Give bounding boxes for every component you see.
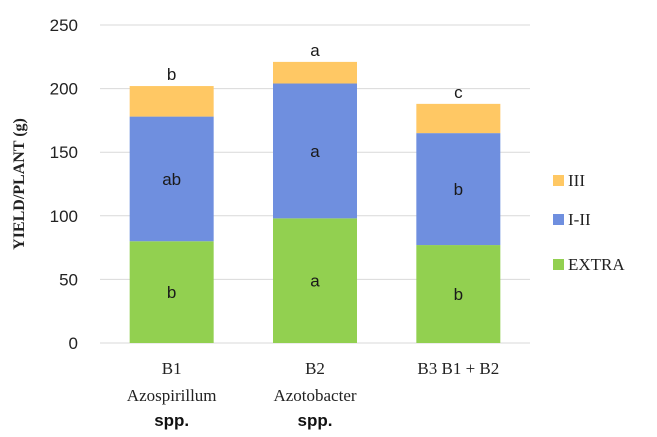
legend-label: III [568,171,585,190]
y-tick-label: 50 [59,270,78,289]
x-category-label: spp. [154,411,189,430]
x-category-label: Azotobacter [273,386,356,405]
bar-segment-i-ii [416,133,501,246]
segment-letter-label: a [310,142,320,161]
y-axis-label: YIELD/PLANT (g) [11,118,28,250]
y-tick-label: 250 [50,16,78,35]
bar-segment-extra [416,245,501,343]
segment-letter-label: b [167,283,176,302]
bar-segment-iii [129,86,214,117]
total-letter-label: c [454,83,463,102]
total-letter-label: a [310,41,320,60]
bar-segment-extra [129,241,214,343]
y-tick-label: 150 [50,143,78,162]
y-tick-label: 200 [50,80,78,99]
legend-label: I-II [568,210,591,229]
y-tick-label: 0 [69,334,78,353]
x-category-label: B3 B1 + B2 [417,359,499,378]
segment-letter-label: b [454,285,463,304]
bar-segment-iii [273,61,357,84]
legend-label: EXTRA [568,255,625,274]
bar-segment-i-ii [129,116,214,242]
bar-segment-extra [273,218,357,343]
segment-letter-label: b [454,180,463,199]
bar-segment-i-ii [273,83,357,219]
legend: III I-II EXTRA [553,171,625,274]
segment-letter-label: a [310,272,320,291]
legend-swatch-iii [553,175,564,186]
x-category-label: B2 [305,359,325,378]
y-tick-label: 100 [50,207,78,226]
total-letter-label: b [167,65,176,84]
bar-segment-iii [416,103,501,134]
y-axis-ticks: 0 50 100 150 200 250 [50,16,78,353]
x-category-label: Azospirillum [127,386,217,405]
segment-letter-label: ab [162,170,181,189]
x-category-label: spp. [298,411,333,430]
legend-swatch-i-ii [553,214,564,225]
legend-swatch-extra [553,259,564,270]
x-category-label: B1 [162,359,182,378]
x-axis-categories: B1 Azospirillum spp. B2 Azotobacter spp. B3 B1… [127,359,499,430]
